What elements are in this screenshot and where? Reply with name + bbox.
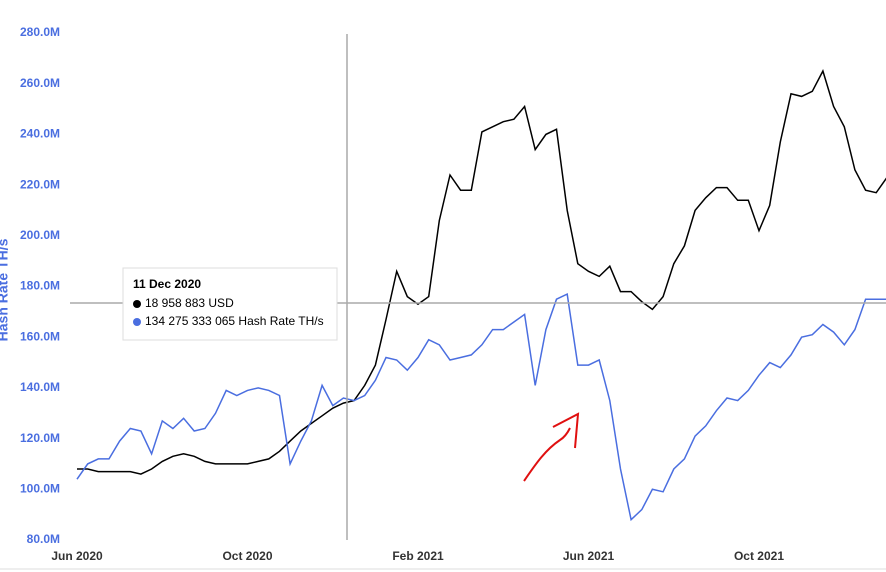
annotation-arrow	[523, 412, 580, 482]
y-tick-label: 240.0M	[20, 127, 60, 141]
y-tick-label: 200.0M	[20, 228, 60, 242]
y-axis-label: Hash Rate TH/s	[0, 238, 11, 341]
y-tick-label: 180.0M	[20, 279, 60, 293]
x-tick-label: Oct 2020	[222, 549, 272, 563]
x-tick-label: Jun 2021	[563, 549, 615, 563]
y-tick-label: 260.0M	[20, 76, 60, 90]
y-tick-label: 120.0M	[20, 431, 60, 445]
y-tick-label: 160.0M	[20, 329, 60, 343]
tooltip-title: 11 Dec 2020	[133, 277, 201, 291]
y-tick-label: 100.0M	[20, 481, 60, 495]
tooltip: 11 Dec 2020 18 958 883 USD 134 275 333 0…	[122, 267, 338, 341]
series-line	[76, 292, 886, 522]
x-tick-label: Jun 2020	[51, 549, 103, 563]
tooltip-item: 134 275 333 065 Hash Rate TH/s	[145, 314, 324, 328]
y-tick-label: 280.0M	[20, 25, 60, 39]
x-tick-label: Feb 2021	[392, 549, 444, 563]
tooltip-item: 18 958 883 USD	[145, 296, 234, 310]
x-tick-label: Oct 2021	[734, 549, 784, 563]
tooltip-marker	[133, 318, 141, 326]
y-tick-label: 140.0M	[20, 380, 60, 394]
tooltip-box	[122, 267, 338, 341]
tooltip-marker	[133, 300, 141, 308]
y-tick-label: 80.0M	[27, 532, 60, 546]
y-tick-label: 220.0M	[20, 177, 60, 191]
plot-area	[76, 69, 886, 522]
series-line	[77, 69, 886, 475]
